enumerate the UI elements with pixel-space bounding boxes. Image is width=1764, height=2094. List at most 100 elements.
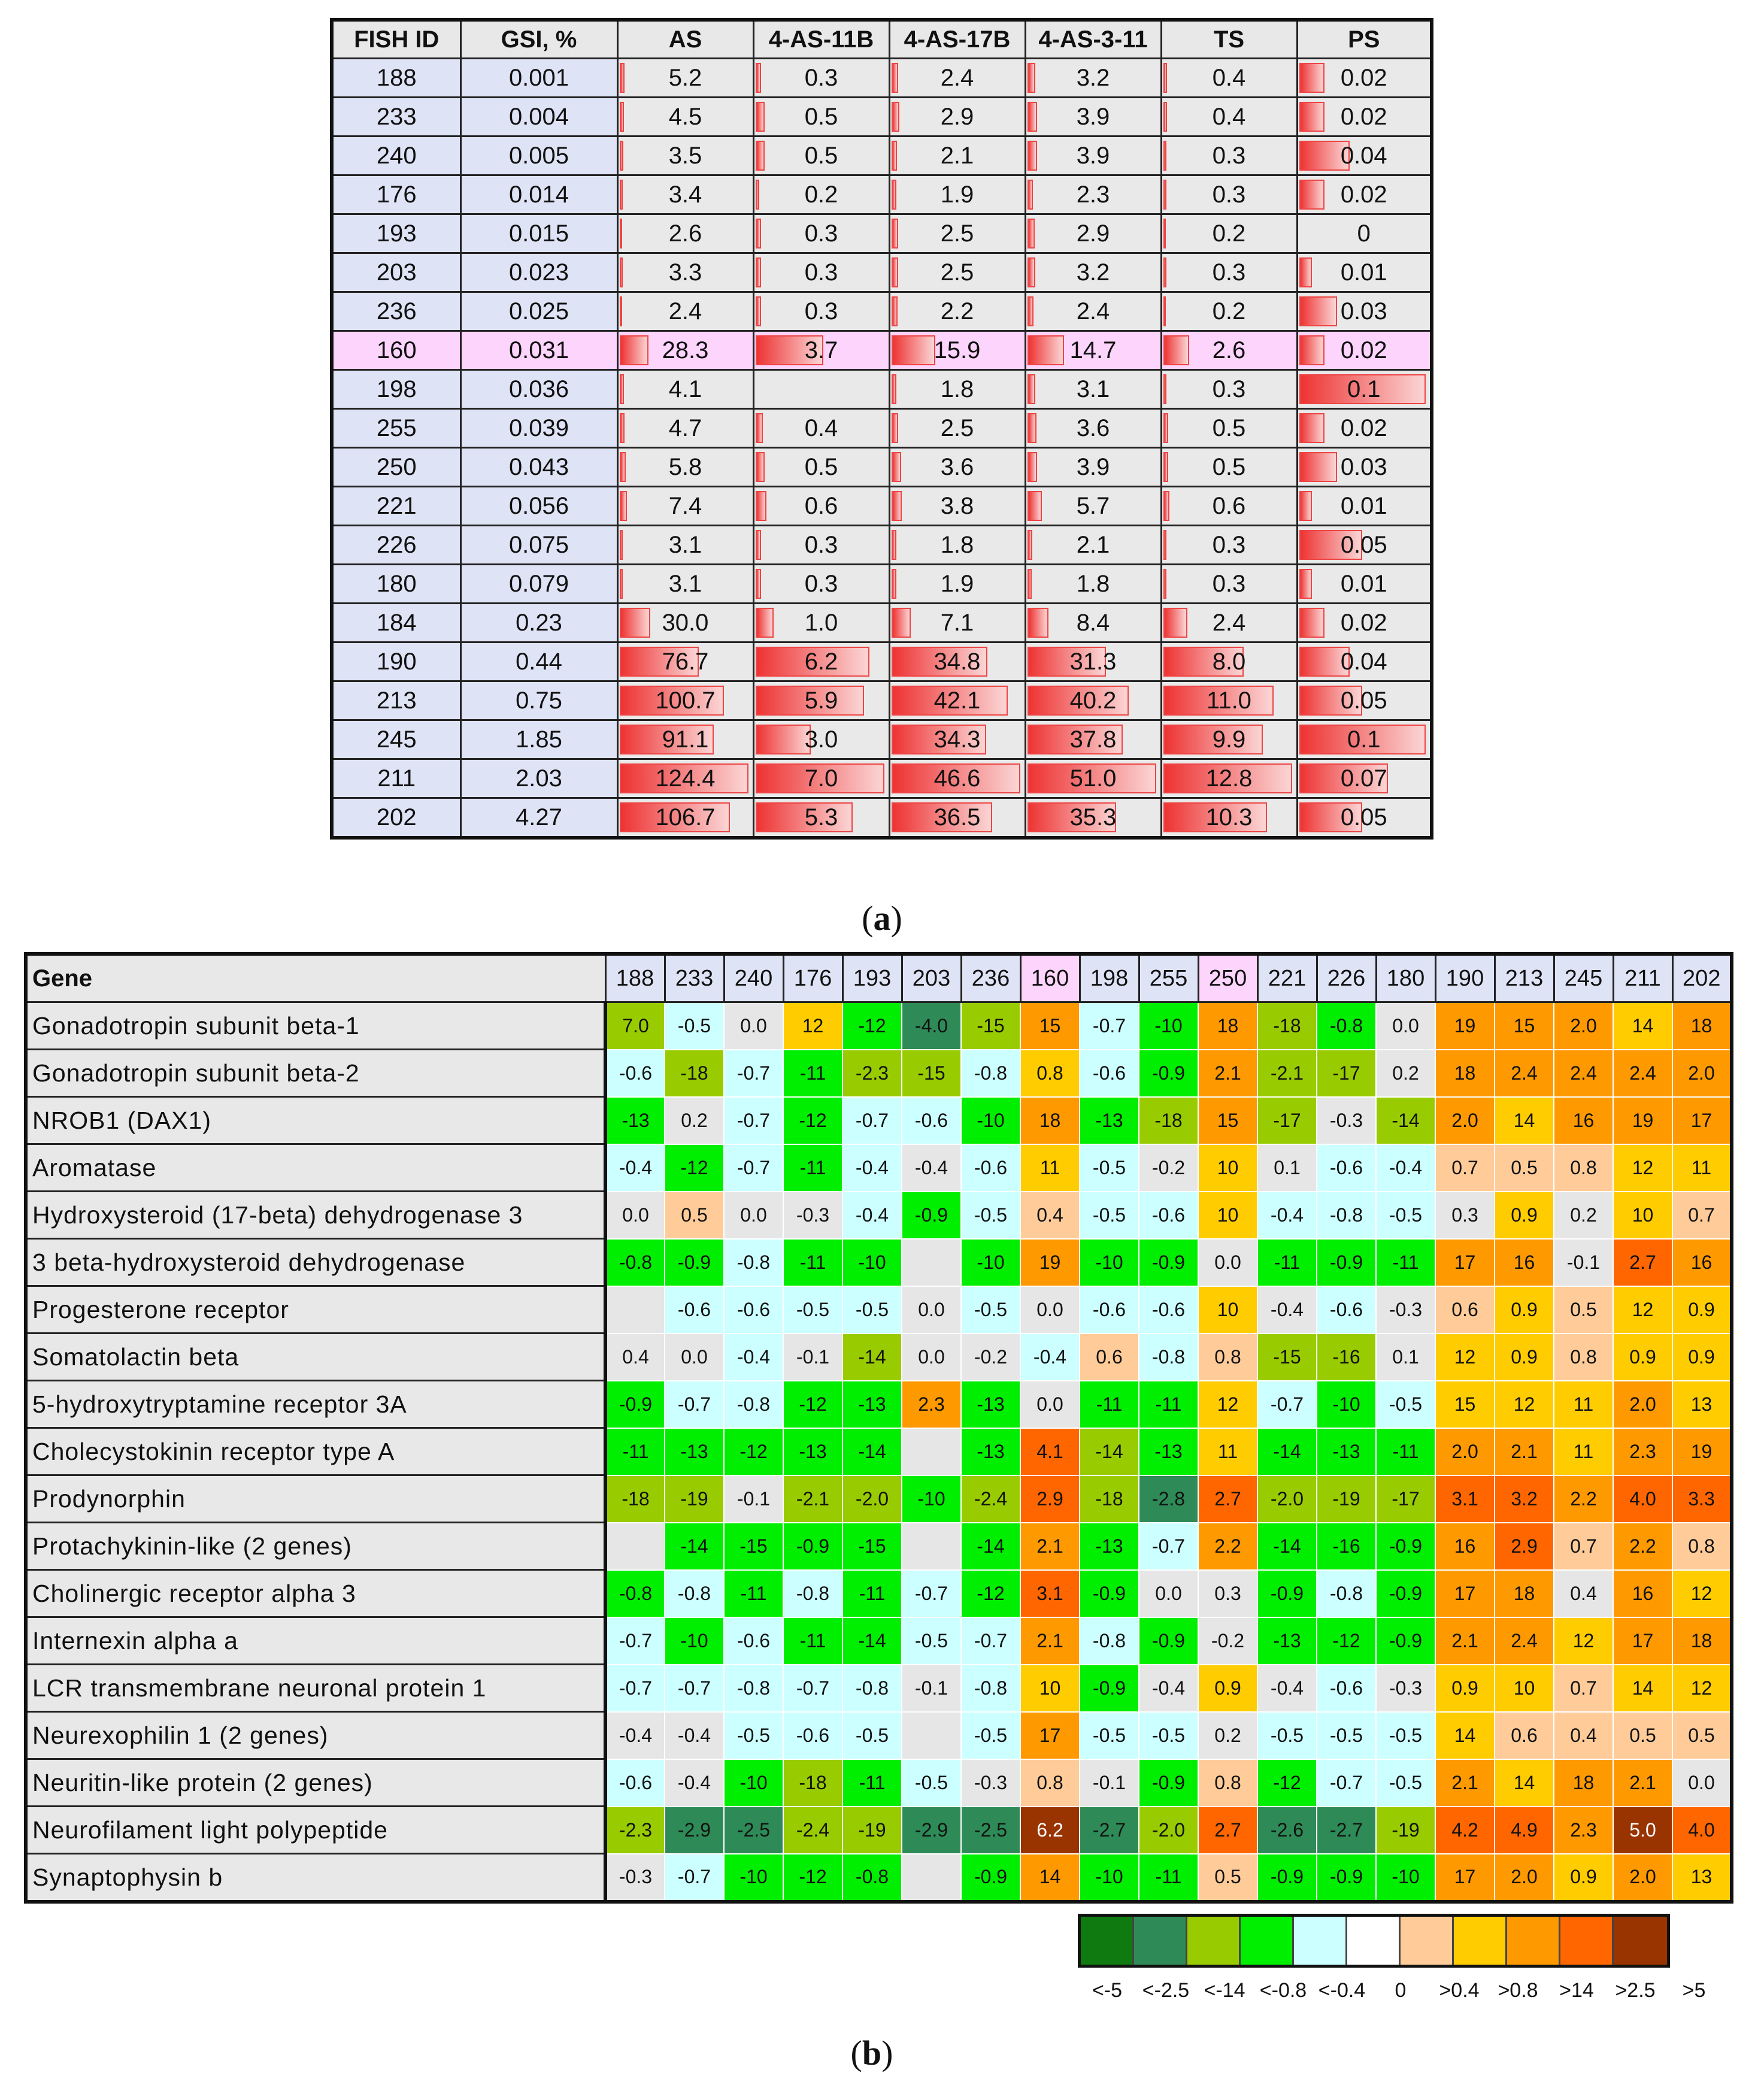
legend-label: <-2.5 [1142,1979,1190,2002]
data-bar [1163,686,1274,716]
expression-cell: -0.6 [723,1285,784,1334]
expression-cell: -0.6 [783,1711,843,1760]
expression-cell: -0.9 [1138,1238,1199,1287]
expression-cell: -0.9 [1138,1048,1199,1098]
expression-cell: -0.9 [1257,1569,1317,1618]
expression-cell: -14 [960,1522,1021,1571]
steroid-cell: 3.0 [752,719,890,760]
steroid-cell: 2.4 [888,57,1026,98]
gsi-value: 4.27 [459,797,619,839]
expression-cell: 0.0 [605,1190,665,1240]
data-bar [1299,686,1363,716]
expression-cell: -18 [664,1048,725,1098]
expression-cell: -13 [605,1096,665,1145]
cell-value: 0.3 [1212,375,1246,402]
cell-value: 100.7 [655,687,716,714]
gene-name: 3 beta-hydroxysteroid dehydrogenase [25,1238,607,1287]
expression-cell: 0.5 [1613,1711,1673,1760]
expression-cell: -0.7 [664,1853,725,1902]
data-bar [755,296,761,326]
expression-cell [901,1427,962,1476]
expression-cell: 15 [1435,1380,1495,1429]
expression-cell: -0.5 [1375,1758,1436,1807]
steroid-cell: 3.2 [1024,57,1162,98]
cell-value: 0.2 [1212,220,1246,247]
legend-label: <-14 [1204,1979,1245,2002]
expression-cell: 0.5 [1198,1853,1258,1902]
expression-cell: -0.9 [960,1853,1021,1902]
fish-id-header: 236 [960,953,1022,1003]
expression-cell: 0.0 [901,1332,962,1381]
expression-cell: 0.2 [1375,1048,1436,1098]
steroid-cell: 40.2 [1024,680,1162,721]
expression-cell: 11 [1672,1143,1732,1192]
cell-value: 0.2 [804,181,838,208]
expression-cell: -0.8 [605,1569,665,1618]
expression-cell: -13 [664,1427,725,1476]
expression-cell: -15 [901,1048,962,1098]
cell-value: 2.5 [940,220,974,247]
data-bar [1027,647,1107,677]
cell-value: 40.2 [1069,687,1117,714]
expression-cell: 13 [1672,1380,1732,1429]
cell-value: 3.3 [668,259,702,286]
gene-row: 3 beta-hydroxysteroid dehydrogenase -0.8-… [25,1238,1732,1287]
expression-cell: 2.4 [1494,1048,1554,1098]
fish-id: 226 [331,525,462,565]
gsi-value: 0.23 [459,602,619,643]
gene-name: Neurexophilin 1 (2 genes) [25,1711,607,1760]
expression-cell: 18 [1020,1096,1080,1145]
gene-name: Progesterone receptor [25,1285,607,1334]
cell-value: 4.7 [668,414,702,441]
steroid-cell: 5.7 [1024,486,1162,526]
expression-cell: -0.4 [664,1711,725,1760]
data-bar [619,725,714,754]
expression-cell: 0.4 [605,1332,665,1381]
expression-cell: -13 [1257,1616,1317,1665]
expression-cell: 0.8 [1020,1758,1080,1807]
gene-name: Cholinergic receptor alpha 3 [25,1569,607,1618]
cell-value: 30.0 [662,609,709,636]
expression-cell: 0.4 [1020,1190,1080,1240]
expression-cell: -0.3 [1316,1096,1377,1145]
expression-cell: 17 [1020,1711,1080,1760]
expression-cell: -11 [842,1569,902,1618]
steroid-cell: 3.2 [1024,252,1162,293]
expression-cell: -2.8 [1138,1474,1199,1523]
expression-cell: 10 [1494,1663,1554,1713]
expression-cell: 18 [1494,1569,1554,1618]
fish-id-header: 245 [1553,953,1614,1003]
expression-cell: -12 [783,1853,843,1902]
expression-cell: 17 [1672,1096,1732,1145]
expression-cell: 18 [1435,1048,1495,1098]
steroid-cell: 2.1 [1024,525,1162,565]
data-bar [1163,335,1190,365]
expression-cell: 2.7 [1198,1805,1258,1854]
expression-cell: 10 [1020,1663,1080,1713]
data-bar [755,530,761,560]
panel-b-label: (b) [850,2034,893,2072]
expression-cell: 0.6 [1494,1711,1554,1760]
data-bar [1299,452,1337,482]
steroid-cell: 0.01 [1296,486,1433,526]
expression-cell: -2.3 [605,1805,665,1854]
expression-cell: -0.7 [723,1048,784,1098]
expression-cell: 16 [1435,1522,1495,1571]
expression-cell: -11 [1375,1238,1436,1287]
cell-value: 0.6 [1212,492,1246,519]
expression-cell: -13 [1079,1522,1139,1571]
col-header: 4-AS-3-11 [1024,19,1162,59]
table-row: 245 1.85 91.1 3.0 34.3 37.8 9.9 0.1 [331,719,1433,760]
cell-value: 0.5 [1212,414,1246,441]
data-bar [1299,180,1324,210]
expression-cell: 12 [1613,1143,1673,1192]
expression-cell: -0.5 [901,1616,962,1665]
fish-id-header: 188 [604,953,666,1003]
data-bar [755,608,774,638]
panel-a-label: (a) [862,899,902,938]
expression-cell: -0.5 [842,1711,902,1760]
data-bar [1027,491,1042,521]
expression-cell: -0.7 [1138,1522,1199,1571]
cell-value: 36.5 [933,804,981,831]
gsi-value: 0.44 [459,641,619,682]
